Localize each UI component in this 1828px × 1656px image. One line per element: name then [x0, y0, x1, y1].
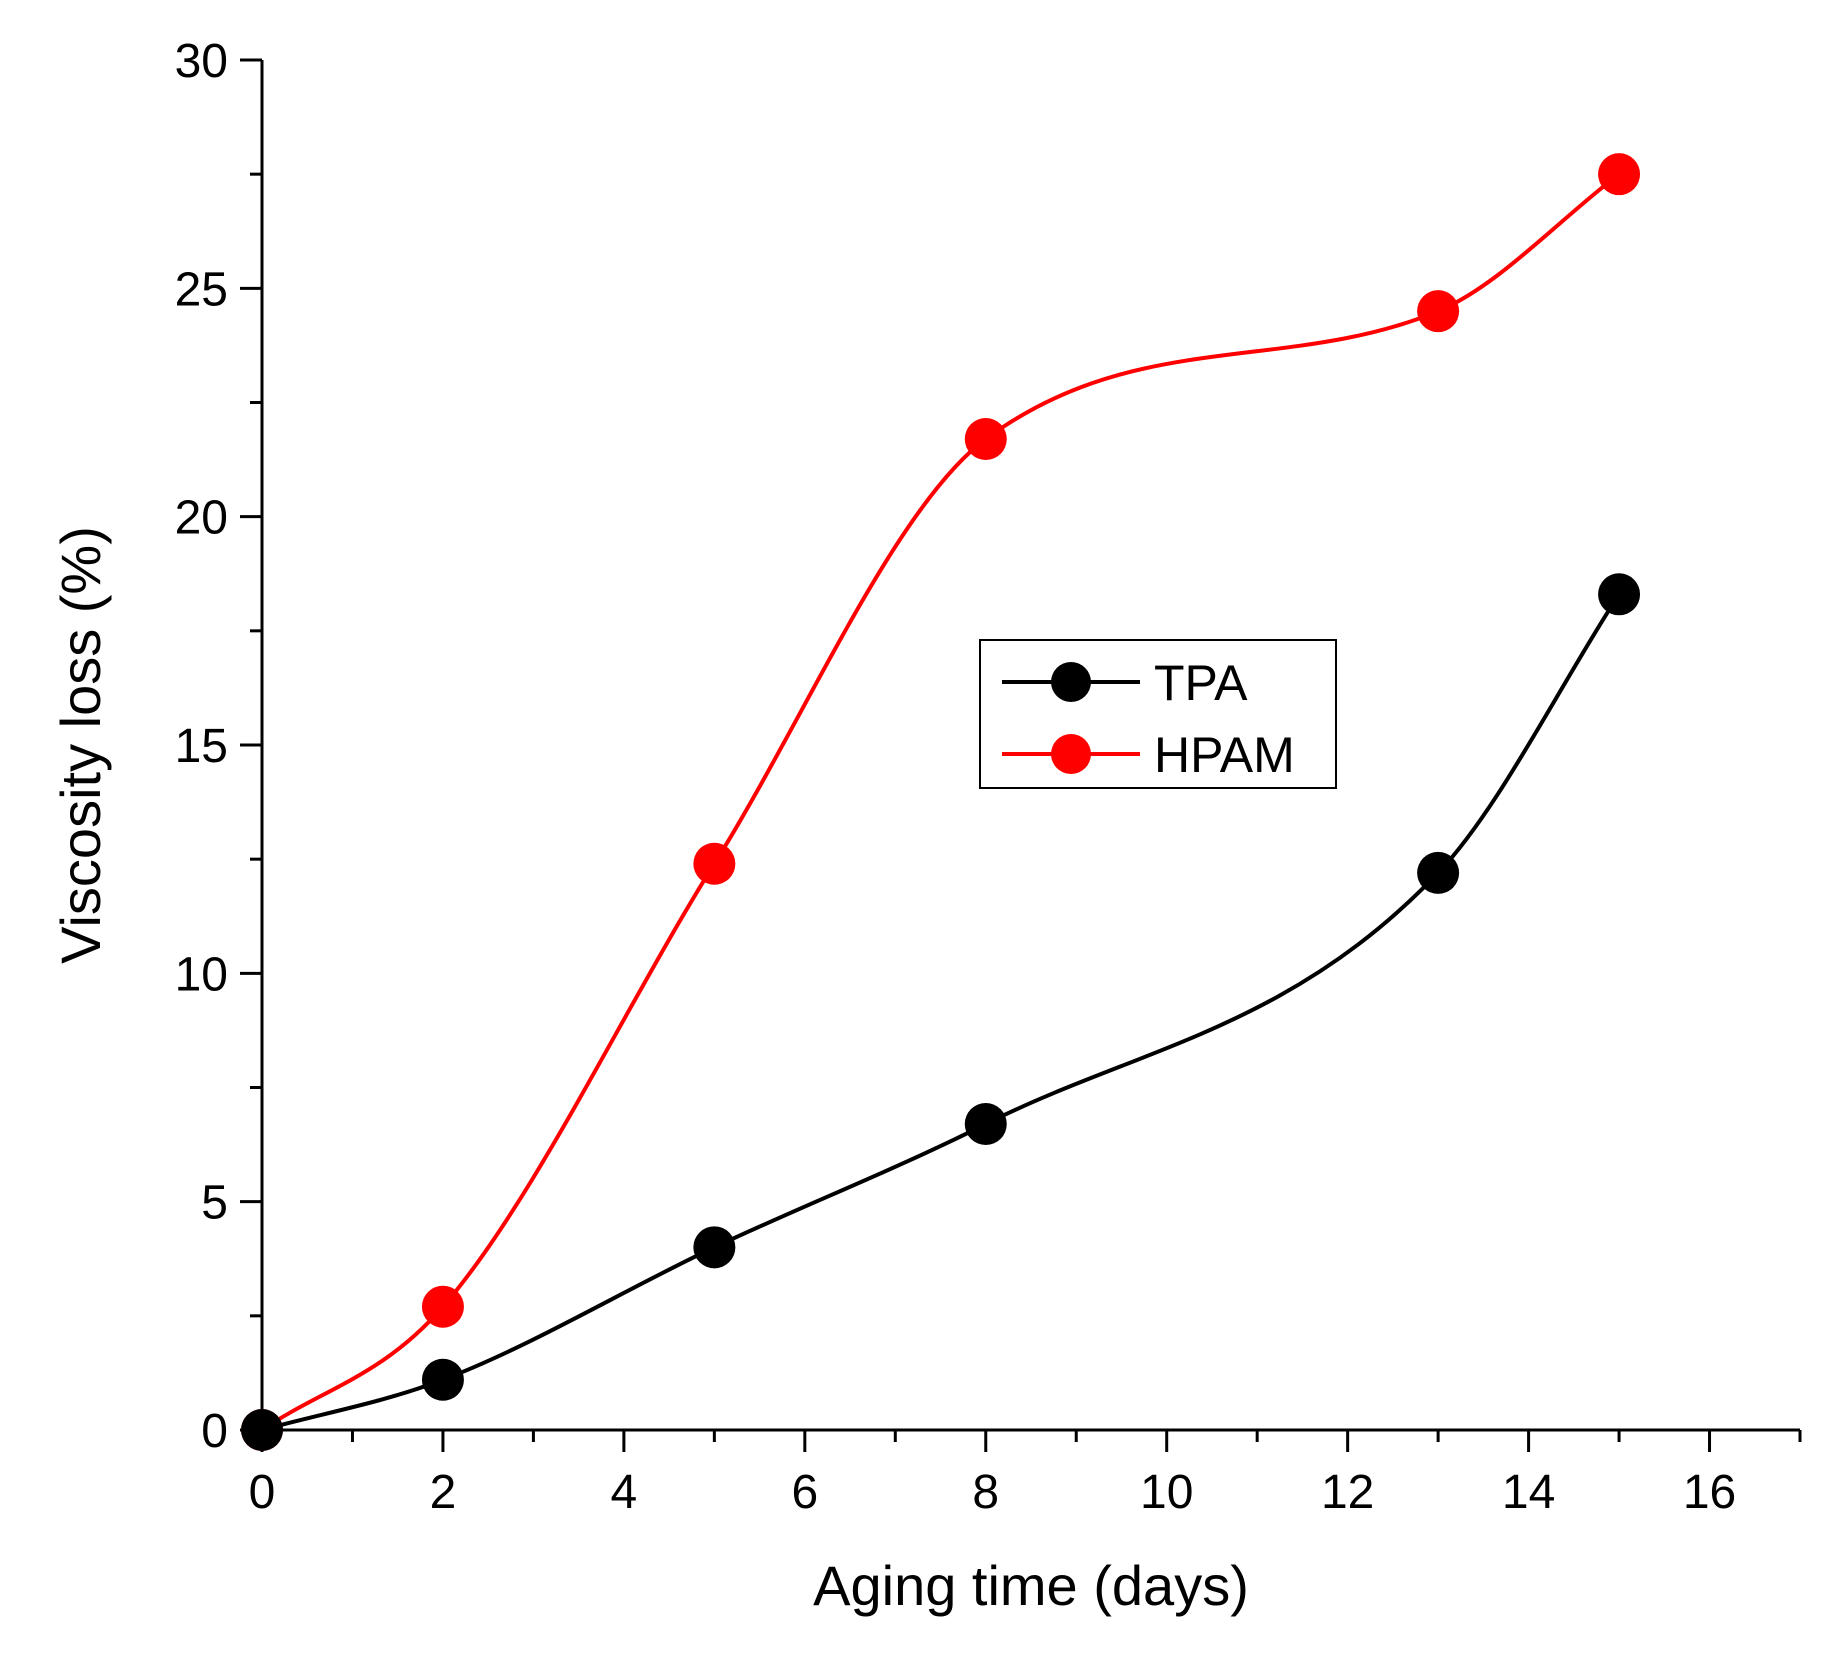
data-point-tpa: [693, 1226, 736, 1269]
legend-label-hpam: HPAM: [1154, 727, 1295, 783]
x-tick-label: 12: [1321, 1466, 1374, 1519]
axis-labels: 0 2 4 6 8 10 12 14 16 0 5 10 15 20 25 30: [175, 35, 1737, 1519]
legend-marker-tpa: [1051, 662, 1091, 702]
x-tick-label: 2: [430, 1466, 457, 1519]
x-tick-label: 14: [1502, 1466, 1555, 1519]
data-point-tpa: [1598, 573, 1641, 616]
legend-box: [979, 639, 1337, 789]
fit-curve-tpa: [261, 593, 1621, 1432]
y-axis-title: Viscosity loss (%): [49, 526, 112, 964]
legend: TPA HPAM: [979, 639, 1337, 789]
fit-curves: [260, 172, 1621, 1432]
y-tick-label: 15: [175, 720, 228, 773]
y-tick-label: 0: [201, 1405, 228, 1458]
data-point-hpam: [421, 1285, 464, 1328]
legend-label-tpa: TPA: [1154, 655, 1248, 711]
data-point-tpa: [421, 1358, 464, 1401]
data-points: [241, 153, 1641, 1451]
x-tick-label: 0: [249, 1466, 276, 1519]
fit-curve-hpam: [260, 172, 1621, 1432]
data-point-tpa: [964, 1103, 1007, 1146]
x-tick-label: 8: [972, 1466, 999, 1519]
x-tick-label: 6: [791, 1466, 818, 1519]
y-tick-label: 30: [175, 35, 228, 88]
axes: [240, 58, 1802, 1452]
data-point-tpa: [1417, 851, 1460, 894]
data-point-hpam: [1598, 153, 1641, 196]
legend-marker-hpam: [1051, 734, 1091, 774]
x-tick-label: 16: [1683, 1466, 1736, 1519]
x-axis-title: Aging time (days): [813, 1554, 1249, 1617]
x-tick-label: 10: [1140, 1466, 1193, 1519]
x-tick-label: 4: [611, 1466, 638, 1519]
data-point-tpa: [241, 1409, 283, 1451]
y-tick-label: 20: [175, 492, 228, 545]
data-point-hpam: [693, 842, 736, 885]
y-tick-label: 10: [175, 948, 228, 1001]
y-tick-label: 25: [175, 263, 228, 316]
y-tick-label: 5: [201, 1177, 228, 1230]
data-point-hpam: [1417, 290, 1460, 333]
data-point-hpam: [964, 418, 1007, 461]
